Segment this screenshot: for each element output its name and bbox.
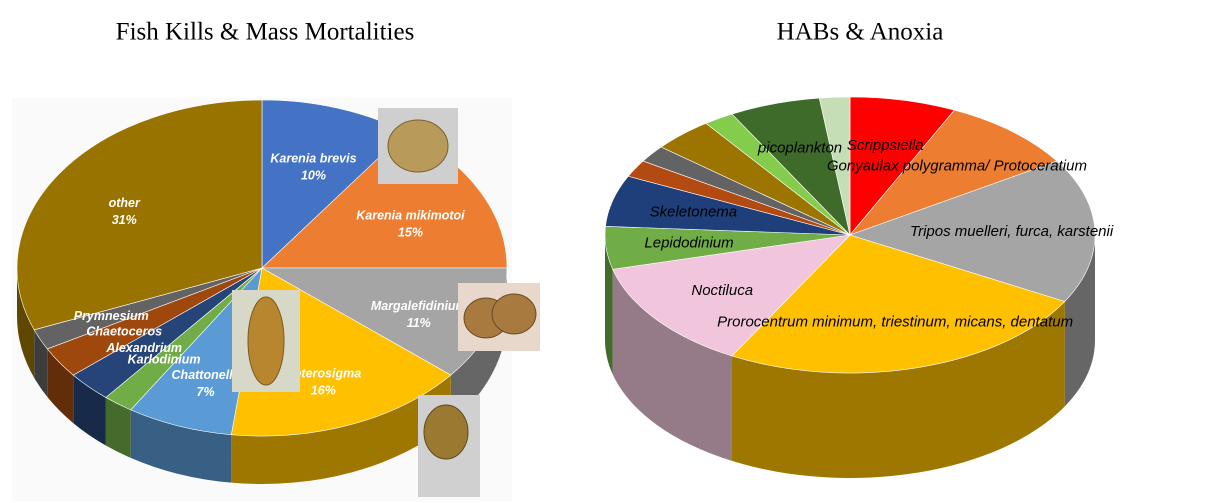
pie-slice [731,234,1066,374]
slice-label: Karenia mikimotoi [356,208,465,222]
cell [423,404,469,460]
pie-chart: Scrippsiella Gonyaulax polygramma/ Protoc… [604,96,1114,479]
pie-side [612,269,732,461]
slice-label: Prorocentrum minimum, triestinum, micans… [717,313,1073,330]
slice-label: Alexandrium [105,341,182,355]
cell [491,293,537,335]
slice-label: Margalefidinium [371,299,467,313]
pie-slice [16,99,263,331]
slice-label: other [109,196,141,210]
value-label: 11% [407,316,431,330]
pie-side [450,268,507,424]
pie-slice [612,234,851,357]
value-label: 31% [112,213,137,227]
pie-side [47,348,74,424]
pie-side [34,329,48,397]
slice-label: Tripos muelleri, furca, karstenii [910,223,1114,240]
pie-side [17,268,35,378]
pie-side [605,235,613,375]
pie-side [231,375,451,484]
chart-title: Fish Kills & Mass Mortalities [116,19,415,46]
value-label: 10% [301,169,326,183]
slice-label: Heterosigma [285,367,361,381]
pie-slice [849,160,1096,302]
pie-slice [818,96,851,236]
slice-label: Scrippsiella [847,137,924,154]
pie-side [1064,235,1095,407]
pie-chart: Karenia brevis 10% Karenia mikimotoi 15% Mar… [16,99,508,484]
value-label: 16% [311,384,336,398]
pie-side [731,301,1065,479]
pie-slice [130,267,263,435]
slice-label: Karlodinium [128,353,201,367]
slice-label: Chaetoceros [86,325,162,339]
slice-label: Prymnesium [74,309,149,323]
cell [247,296,285,386]
slice-label: Skeletonema [650,203,738,220]
pie-slice [849,96,955,236]
slice-label: Lepidodinium [644,235,733,252]
slice-label: Karenia brevis [270,152,356,166]
slice-label: Gonyaulax polygramma/ Protoceratium [827,158,1087,175]
pie-side [105,397,131,458]
value-label: 7% [197,385,215,399]
slice-label: Chattonella [172,368,240,382]
cell [387,119,449,173]
chart-title: HABs & Anoxia [777,19,944,46]
value-label: 15% [398,225,423,239]
pie-side [130,409,232,483]
pie-slice [849,109,1058,236]
micrographs [232,108,540,497]
slice-label: picoplankton [757,139,842,156]
slice-label: Noctiluca [691,282,753,299]
